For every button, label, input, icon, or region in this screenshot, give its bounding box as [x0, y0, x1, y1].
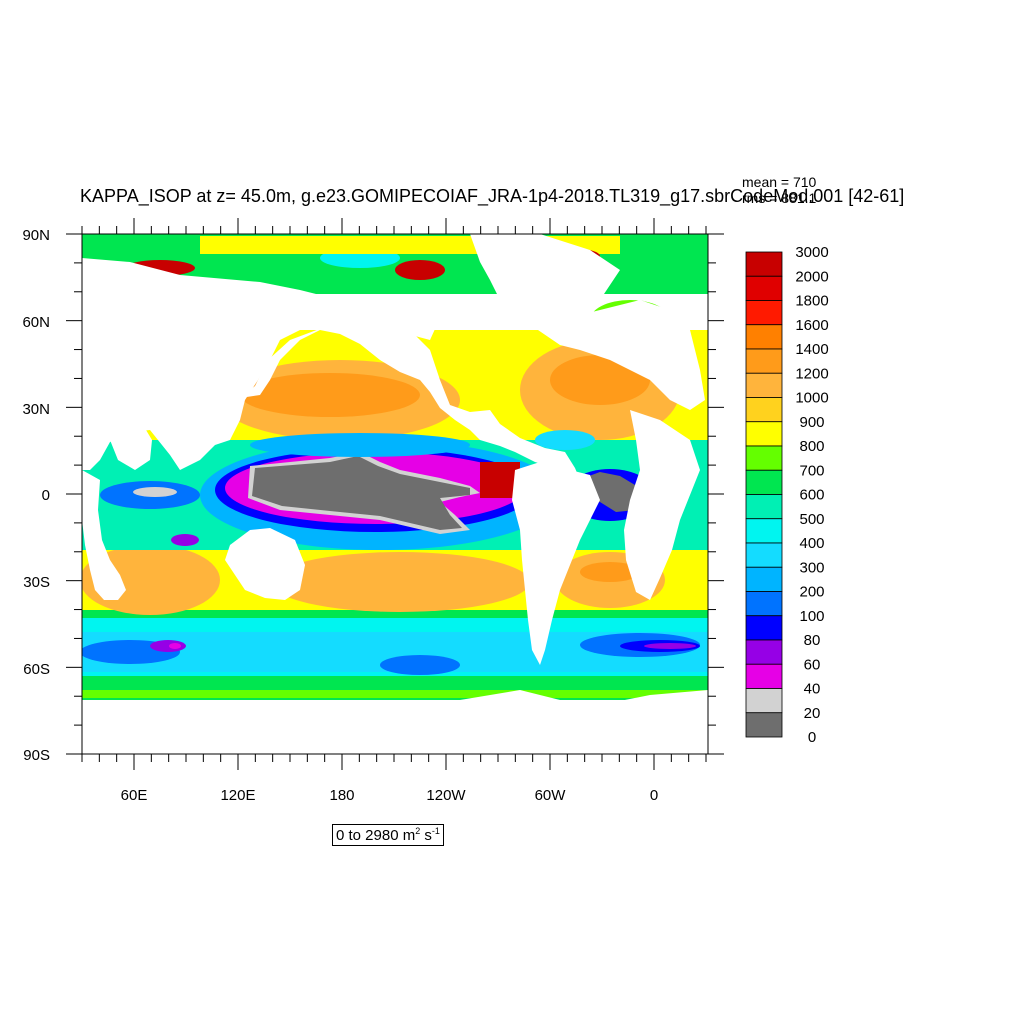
- lat-label-0: 0: [42, 487, 50, 504]
- colorbar-swatch: [745, 615, 783, 641]
- antarctica-land: [82, 690, 708, 754]
- colorbar-label: 1000: [795, 390, 828, 407]
- colorbar: 3000200018001600140012001000900800700600…: [745, 244, 829, 746]
- lat-label-60s: 60S: [23, 661, 50, 678]
- lon-label-120e: 120E: [220, 787, 255, 804]
- range-label-sup-2: -1: [431, 826, 440, 836]
- colorbar-swatch: [745, 251, 783, 277]
- colorbar-swatch: [745, 421, 783, 447]
- range-label-text: 0 to 2980 m: [336, 827, 416, 844]
- north-pacific-blue: [250, 433, 470, 457]
- blob-indian-purple: [150, 640, 186, 652]
- lon-label-180: 180: [329, 787, 354, 804]
- colorbar-label: 0: [808, 729, 816, 746]
- colorbar-label: 60: [804, 656, 821, 673]
- lon-label-120w: 120W: [426, 787, 466, 804]
- colorbar-label: 300: [799, 559, 824, 576]
- colorbar-swatch: [745, 518, 783, 544]
- chukchi-red: [395, 260, 445, 280]
- map-field: [82, 234, 708, 754]
- eurasia-land: [82, 258, 440, 470]
- colorbar-label: 500: [799, 511, 824, 528]
- pacific-tropics-zero: [252, 456, 470, 530]
- range-label-sup-1: 2: [415, 826, 421, 836]
- africa-land: [624, 410, 700, 600]
- colorbar-label: 1400: [795, 341, 828, 358]
- colorbar-label: 200: [799, 584, 824, 601]
- colorbar-label: 2000: [795, 268, 828, 285]
- colorbar-label: 20: [804, 705, 821, 722]
- south-atlantic-core: [580, 562, 640, 582]
- arabia-india-land: [108, 420, 152, 470]
- indian-south-purple: [171, 534, 199, 546]
- colorbar-swatch: [745, 542, 783, 568]
- plot-title: KAPPA_ISOP at z= 45.0m, g.e23.GOMIPECOIA…: [80, 186, 905, 206]
- colorbar-label: 800: [799, 438, 824, 455]
- range-label-mid: s: [420, 827, 432, 844]
- lat-label-30s: 30S: [23, 574, 50, 591]
- colorbar-swatch: [745, 397, 783, 423]
- colorbar-swatch: [745, 663, 783, 689]
- lon-label-60e: 60E: [121, 787, 148, 804]
- colorbar-swatch: [745, 275, 783, 301]
- lat-label-90n: 90N: [22, 227, 50, 244]
- colorbar-label: 1600: [795, 317, 828, 334]
- colorbar-swatch: [745, 348, 783, 374]
- colorbar-swatch: [745, 566, 783, 592]
- lat-label-90s: 90S: [23, 747, 50, 764]
- colorbar-swatch: [745, 639, 783, 665]
- colorbar-swatch: [745, 494, 783, 520]
- colorbar-swatch: [745, 688, 783, 714]
- colorbar-label: 100: [799, 608, 824, 625]
- blob-pacific-south: [380, 655, 460, 675]
- colorbar-swatch: [745, 445, 783, 471]
- colorbar-label: 80: [804, 632, 821, 649]
- caribbean-lightblue: [535, 430, 595, 450]
- colorbar-swatch: [745, 324, 783, 350]
- blob-indian-magenta: [169, 643, 181, 649]
- colorbar-label: 600: [799, 487, 824, 504]
- colorbar-label: 1200: [795, 365, 828, 382]
- mean-stat: mean = 710: [742, 174, 817, 190]
- axis-ticks: [66, 218, 724, 770]
- colorbar-label: 900: [799, 414, 824, 431]
- colorbar-label: 400: [799, 535, 824, 552]
- antarctic-margin-lime: [82, 690, 708, 698]
- colorbar-label: 3000: [795, 244, 828, 261]
- colorbar-label: 700: [799, 462, 824, 479]
- north-america-land: [240, 312, 580, 480]
- colorbar-label: 40: [804, 681, 821, 698]
- greenland-land: [470, 234, 620, 320]
- atlantic-tropics-zero: [578, 472, 640, 512]
- rms-stat: rms = 881.1: [742, 190, 817, 206]
- south-pacific-gyre: [270, 552, 530, 612]
- indian-tropics-grey: [133, 487, 177, 497]
- north-pacific-core: [240, 373, 420, 417]
- colorbar-swatch: [745, 591, 783, 617]
- colorbar-swatch: [745, 300, 783, 326]
- blob-atlantic-purple: [644, 643, 696, 649]
- south-america-land: [512, 462, 600, 665]
- lon-label-60w: 60W: [535, 787, 567, 804]
- colorbar-swatch: [745, 469, 783, 495]
- australia-land: [225, 528, 305, 600]
- range-label: 0 to 2980 m2 s-1: [332, 824, 444, 846]
- colorbar-swatch: [745, 372, 783, 398]
- lon-label-0: 0: [650, 787, 658, 804]
- lat-label-60n: 60N: [22, 314, 50, 331]
- lat-label-30n: 30N: [22, 401, 50, 418]
- europe-land: [538, 300, 705, 410]
- colorbar-swatch: [745, 712, 783, 738]
- colorbar-label: 1800: [795, 293, 828, 310]
- africa-west-edge: [82, 470, 126, 600]
